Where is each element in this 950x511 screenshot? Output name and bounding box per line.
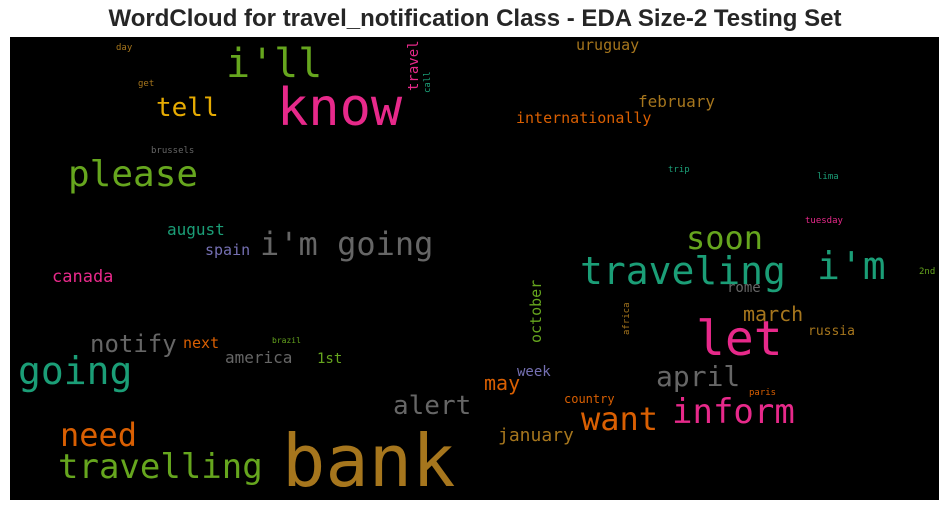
word-april: april	[656, 360, 741, 393]
word-want: want	[581, 400, 659, 438]
word-tuesday: tuesday	[805, 216, 843, 226]
word-know: know	[277, 78, 403, 138]
word-traveling: traveling	[580, 249, 786, 293]
word-brazil: brazil	[272, 336, 301, 345]
word-spain: spain	[205, 241, 251, 259]
word-soon: soon	[686, 219, 764, 257]
word-uruguay: uruguay	[576, 37, 640, 54]
word-2nd: 2nd	[919, 267, 936, 277]
word-october: october	[527, 279, 545, 343]
word-notify: notify	[90, 330, 177, 358]
word-please: please	[68, 154, 199, 195]
word-day: day	[116, 43, 133, 53]
word-im-going: i'm going	[260, 225, 434, 263]
word-travel: travel	[406, 40, 422, 91]
word-canada: canada	[52, 267, 114, 287]
word-week: week	[517, 364, 551, 380]
word-travelling: travelling	[58, 447, 263, 487]
word-february: february	[638, 92, 716, 111]
word-trip: trip	[668, 165, 690, 175]
word-russia: russia	[808, 324, 855, 339]
word-ill: i'll	[226, 41, 323, 87]
word-africa: africa	[622, 302, 632, 335]
chart-title: WordCloud for travel_notification Class …	[108, 5, 842, 32]
word-cloud: bank know let i'll traveling i'm please …	[10, 37, 939, 500]
word-paris: paris	[749, 388, 777, 398]
word-let: let	[696, 311, 783, 367]
word-rome: rome	[727, 280, 761, 296]
word-may: may	[484, 371, 521, 395]
word-1st: 1st	[317, 351, 343, 367]
word-inform: inform	[672, 392, 795, 432]
word-need: need	[60, 416, 138, 454]
word-country: country	[564, 392, 615, 406]
word-march: march	[743, 302, 804, 326]
word-tell: tell	[156, 93, 219, 123]
word-next: next	[183, 334, 220, 352]
word-internationally: internationally	[516, 109, 652, 127]
word-america: america	[225, 348, 293, 367]
word-going: going	[18, 349, 133, 393]
word-lima: lima	[817, 172, 839, 182]
word-get: get	[138, 79, 155, 89]
word-alert: alert	[393, 391, 472, 421]
word-january: january	[498, 425, 574, 446]
word-bank: bank	[282, 419, 456, 500]
word-im: i'm	[817, 244, 886, 288]
word-brussels: brussels	[151, 146, 195, 156]
word-call: call	[423, 71, 433, 93]
word-august: august	[167, 220, 225, 239]
